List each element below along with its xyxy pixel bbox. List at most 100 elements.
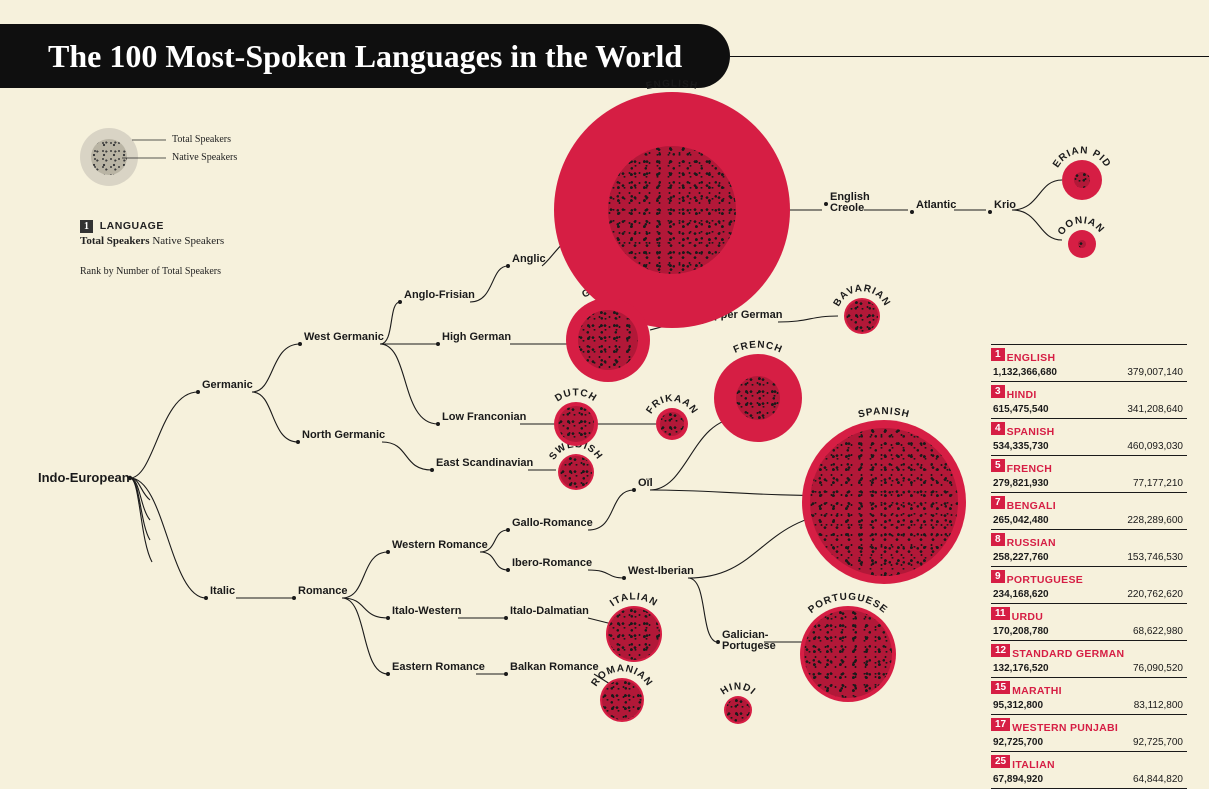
tree-node-label: Italic bbox=[210, 585, 235, 597]
tree-node-label: Anglo-Frisian bbox=[404, 289, 475, 301]
rank-total: 170,208,780 bbox=[993, 626, 1049, 637]
rank-row: 5FRENCH279,821,93077,177,210 bbox=[991, 455, 1187, 492]
rank-total: 265,042,480 bbox=[993, 515, 1049, 526]
rank-total: 534,335,730 bbox=[993, 441, 1049, 452]
tree-edge bbox=[688, 578, 716, 642]
tree-node-dot bbox=[504, 672, 508, 676]
rank-native: 460,093,030 bbox=[1127, 441, 1183, 452]
rank-chip: 11 bbox=[991, 607, 1010, 620]
rank-name: BENGALI bbox=[1007, 500, 1056, 512]
rank-name: SPANISH bbox=[1007, 426, 1055, 438]
lang-label-english: ENGLISH bbox=[645, 78, 699, 92]
lang-bubble-inner-french bbox=[736, 376, 780, 420]
rank-row: 15MARATHI95,312,80083,112,800 bbox=[991, 677, 1187, 714]
tree-edge bbox=[1012, 180, 1062, 210]
tree-node-dot bbox=[386, 616, 390, 620]
rank-row: 11URDU170,208,78068,622,980 bbox=[991, 603, 1187, 640]
rank-native: 153,746,530 bbox=[1127, 552, 1183, 563]
tree-node-dot bbox=[436, 422, 440, 426]
rank-row: 12STANDARD GERMAN 132,176,520 76,090,520 bbox=[991, 640, 1187, 677]
tree-edge bbox=[130, 478, 206, 598]
lang-bubble-inner-dutch bbox=[558, 406, 594, 442]
rank-total: 258,227,760 bbox=[993, 552, 1049, 563]
rank-row: 3HINDI615,475,540341,208,640 bbox=[991, 381, 1187, 418]
tree-node-dot bbox=[196, 390, 200, 394]
rank-native: 341,208,640 bbox=[1127, 404, 1183, 415]
rank-native: 220,762,620 bbox=[1127, 589, 1183, 600]
rank-name: URDU bbox=[1012, 611, 1044, 623]
rank-name: ENGLISH bbox=[1007, 352, 1056, 364]
tree-node-dot bbox=[292, 596, 296, 600]
lang-bubble-inner-spanish bbox=[810, 428, 958, 576]
tree-node-dot bbox=[506, 264, 510, 268]
tree-edge bbox=[252, 392, 298, 442]
rank-chip: 8 bbox=[991, 533, 1005, 546]
tree-edge bbox=[470, 266, 508, 302]
tree-edge bbox=[380, 344, 438, 424]
rank-name: FRENCH bbox=[1007, 463, 1053, 475]
tree-node-label: Oïl bbox=[638, 477, 653, 489]
lang-bubble-inner-italian bbox=[608, 608, 660, 660]
tree-node-label: Anglic bbox=[512, 253, 546, 265]
tree-node-label: Germanic bbox=[202, 379, 253, 391]
rank-name: RUSSIAN bbox=[1007, 537, 1056, 549]
tree-node-label: East Scandinavian bbox=[436, 457, 533, 469]
lang-label-spanish: SPANISH bbox=[857, 406, 911, 420]
tree-node-dot bbox=[632, 488, 636, 492]
rank-total: 95,312,800 bbox=[993, 700, 1043, 711]
tree-node-label: Ibero-Romance bbox=[512, 557, 592, 569]
tree-node-label: Balkan Romance bbox=[510, 661, 599, 673]
rank-total: 1,132,366,680 bbox=[993, 367, 1057, 378]
tree-node-label: High German bbox=[442, 331, 511, 343]
tree-node-dot bbox=[298, 342, 302, 346]
tree-edge bbox=[778, 316, 838, 322]
lang-label-nigerian: NIGERIAN PIDGIN bbox=[0, 0, 1113, 170]
rank-native: 76,090,520 bbox=[1133, 663, 1183, 674]
rank-chip: 5 bbox=[991, 459, 1005, 472]
tree-node-label: West Germanic bbox=[304, 331, 384, 343]
rank-row: 1ENGLISH1,132,366,680379,007,140 bbox=[991, 344, 1187, 381]
rank-total: 615,475,540 bbox=[993, 404, 1049, 415]
tree-node-dot bbox=[204, 596, 208, 600]
tree-edge bbox=[588, 570, 624, 578]
lang-bubble-inner-afrikaans bbox=[660, 412, 684, 436]
tree-node-label: Galician-Portugese bbox=[722, 629, 776, 652]
tree-node-dot bbox=[430, 468, 434, 472]
tree-edge bbox=[130, 478, 152, 562]
tree-edge bbox=[480, 552, 508, 570]
lang-bubble-inner-german bbox=[578, 310, 638, 370]
rank-native: 228,289,600 bbox=[1127, 515, 1183, 526]
tree-node-dot bbox=[622, 576, 626, 580]
tree-node-dot bbox=[716, 640, 720, 644]
rank-native: 64,844,820 bbox=[1133, 774, 1183, 785]
rank-total: 132,176,520 bbox=[993, 663, 1049, 674]
rank-native: 83,112,800 bbox=[1134, 700, 1183, 711]
rank-chip: 12 bbox=[991, 644, 1010, 657]
tree-edge bbox=[1012, 210, 1062, 240]
rank-name: PORTUGUESE bbox=[1007, 574, 1084, 586]
lang-bubble-inner-hindi bbox=[726, 698, 750, 722]
tree-node-label: Gallo-Romance bbox=[512, 517, 593, 529]
tree-root-label: Indo-European bbox=[38, 470, 130, 485]
rank-name: STANDARD GERMAN bbox=[1012, 648, 1124, 660]
rank-name: HINDI bbox=[1007, 389, 1037, 401]
rank-name: MARATHI bbox=[1012, 685, 1062, 697]
lang-bubble-inner-cameroon bbox=[1078, 240, 1086, 248]
tree-node-dot bbox=[988, 210, 992, 214]
tree-node-label: Low Franconian bbox=[442, 411, 527, 423]
tree-node-dot bbox=[296, 440, 300, 444]
tree-node-label: West-Iberian bbox=[628, 565, 694, 577]
tree-edge bbox=[342, 598, 388, 618]
rank-row: 9PORTUGUESE234,168,620220,762,620 bbox=[991, 566, 1187, 603]
tree-node-dot bbox=[386, 672, 390, 676]
lang-bubble-inner-nigerian bbox=[1074, 172, 1090, 188]
tree-node-dot bbox=[436, 342, 440, 346]
tree-node-dot bbox=[386, 550, 390, 554]
rank-native: 77,177,210 bbox=[1133, 478, 1183, 489]
tree-node-label: Western Romance bbox=[392, 539, 488, 551]
rank-chip: 25 bbox=[991, 755, 1010, 768]
lang-bubble-inner-bavarian bbox=[846, 300, 878, 332]
tree-node-label: Italo-Western bbox=[392, 605, 462, 617]
tree-edge bbox=[130, 392, 198, 478]
tree-node-label: EnglishCreole bbox=[830, 191, 870, 214]
